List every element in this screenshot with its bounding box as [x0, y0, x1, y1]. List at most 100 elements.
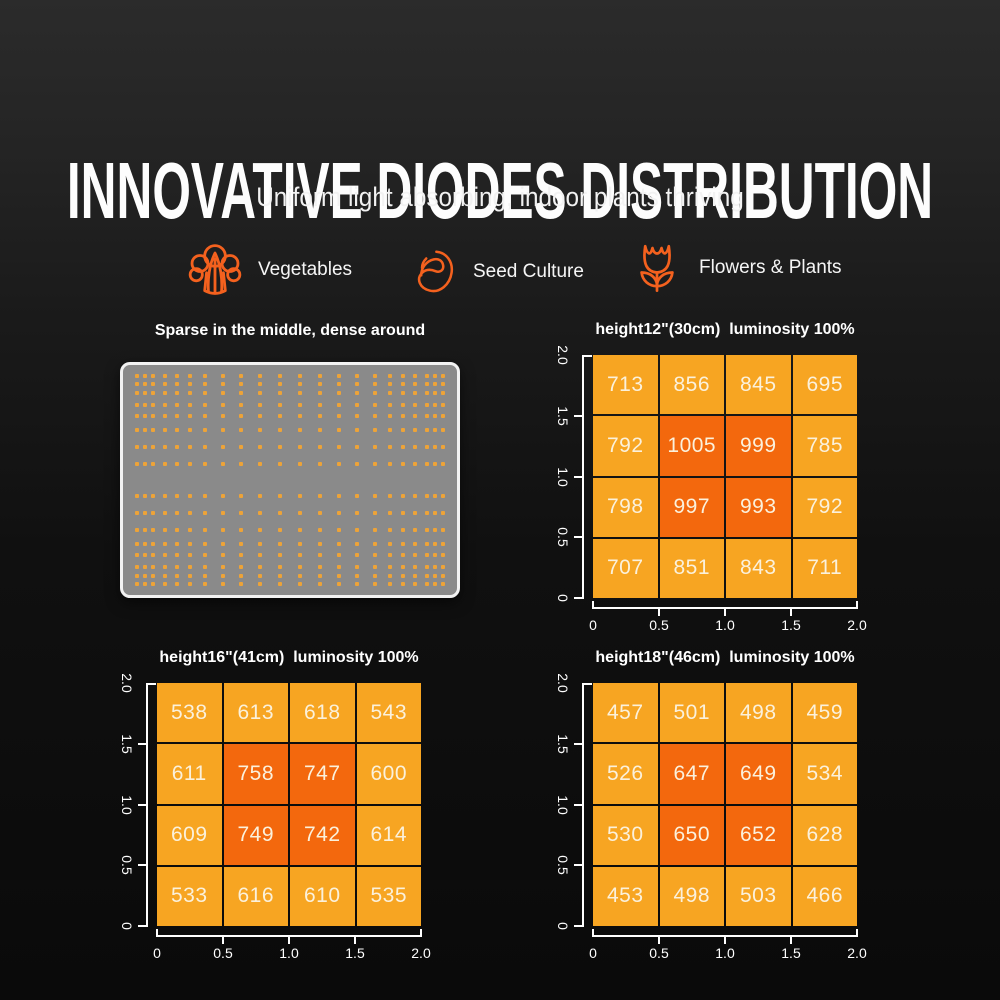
diode-dot	[413, 428, 418, 433]
diode-dot	[336, 373, 341, 378]
diode-dot	[317, 564, 322, 569]
diode-dot	[277, 445, 282, 450]
diode-dot	[151, 527, 156, 532]
diode-dot	[432, 582, 437, 587]
diode-dot	[258, 553, 263, 558]
diode-dot	[388, 391, 393, 396]
diode-dot	[135, 553, 140, 558]
diode-dot	[135, 573, 140, 578]
diode-dot	[162, 391, 167, 396]
diode-dot	[355, 573, 360, 578]
diode-dot	[336, 541, 341, 546]
y-axis-tick	[574, 925, 582, 927]
diode-dot	[355, 445, 360, 450]
diode-dot	[388, 510, 393, 515]
diode-dot	[277, 510, 282, 515]
heatmap-cell: 792	[593, 416, 658, 476]
diode-dot	[203, 510, 208, 515]
heatmap-cell: 747	[290, 744, 355, 804]
diode-dot	[388, 462, 393, 467]
diode-dot	[388, 402, 393, 407]
diode-dot	[424, 510, 429, 515]
diode-dot	[388, 573, 393, 578]
diode-dot	[203, 582, 208, 587]
x-axis-tick	[354, 937, 356, 944]
chart-title: height16"(41cm) luminosity 100%	[159, 649, 419, 666]
diode-dot	[413, 564, 418, 569]
diode-dot	[174, 582, 179, 587]
diode-dot	[424, 382, 429, 387]
axis-group: 2.0 1.5 1.0 0.5 0 0 0.5 1.0 1.5 2.0	[540, 643, 960, 983]
x-axis-tick	[288, 937, 290, 944]
diode-dot	[143, 414, 148, 419]
heatmap-grid: 538 613 618 543 611 758 747 600 609 749 742 614 533 6…	[157, 683, 421, 926]
diode-dot	[277, 382, 282, 387]
diode-dot	[174, 510, 179, 515]
diode-dot	[187, 553, 192, 558]
chart-title: height12"(30cm) luminosity 100%	[595, 321, 855, 338]
y-axis-label: 1.5	[555, 734, 571, 754]
diode-dot	[388, 553, 393, 558]
heatmap-cell: 749	[223, 805, 288, 865]
diode-dot	[174, 382, 179, 387]
diode-dot	[135, 527, 140, 532]
y-axis-tick	[138, 742, 146, 745]
diode-dot	[143, 564, 148, 569]
diode-dot	[258, 510, 263, 515]
diode-dot	[187, 462, 192, 467]
x-axis-tick	[658, 937, 660, 944]
diode-dot	[239, 564, 244, 569]
diode-dot	[239, 462, 244, 467]
diode-dot	[424, 445, 429, 450]
diode-dot	[424, 414, 429, 419]
y-axis-tick	[574, 597, 582, 599]
diode-dot	[220, 382, 225, 387]
diode-dot	[424, 373, 429, 378]
diode-dot	[317, 428, 322, 433]
x-axis-label: 0.5	[649, 617, 669, 633]
diode-dot	[336, 428, 341, 433]
diode-dot	[143, 527, 148, 532]
diode-dot	[401, 510, 406, 515]
diode-dot	[388, 582, 393, 587]
diode-dot	[151, 391, 156, 396]
diode-dot	[298, 428, 303, 433]
diode-dot	[440, 414, 445, 419]
x-axis-line	[593, 607, 857, 609]
diode-dot	[401, 541, 406, 546]
diode-dot	[187, 541, 192, 546]
diode-dot	[372, 462, 377, 467]
heatmap-cell: 609	[157, 805, 222, 865]
diode-dot	[432, 391, 437, 396]
diode-dot	[143, 462, 148, 467]
diode-dot	[440, 527, 445, 532]
diode-dot	[401, 391, 406, 396]
diode-dot	[388, 564, 393, 569]
diode-dot	[277, 391, 282, 396]
diode-dot	[220, 573, 225, 578]
diode-dot	[372, 553, 377, 558]
diode-dot	[174, 414, 179, 419]
y-axis-end-cap	[582, 683, 592, 685]
diode-dot	[432, 564, 437, 569]
diode-dot	[239, 553, 244, 558]
diode-dot	[151, 445, 156, 450]
diode-dot	[151, 510, 156, 515]
y-axis-label: 2.0	[555, 673, 571, 693]
diode-dot	[424, 391, 429, 396]
heatmap-cell: 695	[792, 355, 857, 415]
diode-dot	[135, 414, 140, 419]
diode-dot	[143, 391, 148, 396]
diode-dot	[432, 462, 437, 467]
plant-type-label: Seed Culture	[473, 261, 584, 282]
heatmap-chart-height16: height16"(41cm) luminosity 100% 538 613 618…	[104, 643, 524, 983]
y-axis-label: 2.0	[555, 345, 571, 365]
diode-dot	[372, 527, 377, 532]
diode-dot	[372, 382, 377, 387]
diode-dot	[424, 564, 429, 569]
diode-dot	[277, 553, 282, 558]
diode-dot	[151, 428, 156, 433]
diode-dot	[203, 527, 208, 532]
diode-dot	[143, 510, 148, 515]
